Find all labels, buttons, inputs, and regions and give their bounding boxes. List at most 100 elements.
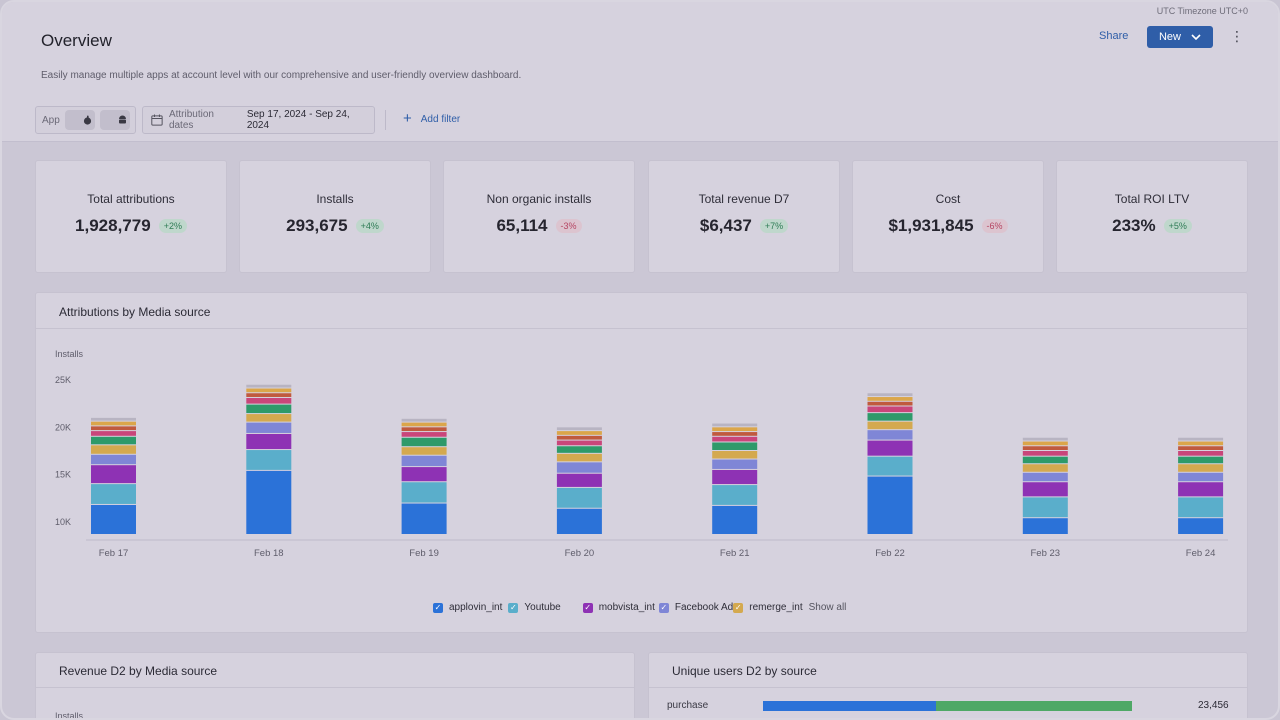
y-axis-title: Installs [55, 349, 84, 359]
revenue-panel: Revenue D2 by Media source Installs [35, 652, 635, 718]
bar-segment [1022, 437, 1068, 441]
bar-segment [867, 397, 913, 401]
bar-segment [712, 432, 758, 436]
legend-item-mobvista[interactable]: ✓ mobvista_int [582, 602, 655, 613]
bar-segment [712, 442, 758, 450]
bar-segment [401, 447, 447, 455]
kpi-card-cost[interactable]: Cost $1,931,845 -6% [852, 160, 1044, 273]
add-filter-label: Add filter [420, 113, 461, 125]
show-all-link[interactable]: Show all [808, 602, 847, 613]
kpi-card-installs[interactable]: Installs 293,675 +4% [239, 160, 431, 273]
bar-segment [867, 456, 913, 476]
legend-item-applovin[interactable]: ✓ applovin_int [433, 602, 502, 613]
bar-segment [1178, 518, 1224, 534]
bar-segment [867, 430, 913, 440]
legend-item-youtube[interactable]: ✓ Youtube [508, 602, 561, 613]
page-header: UTC Timezone UTC+0 Overview Easily manag… [2, 2, 1278, 142]
bar-segment [867, 413, 913, 421]
bar-segment [1022, 518, 1068, 534]
x-tick-label: Feb 21 [720, 548, 750, 559]
ios-app-chip[interactable] [64, 110, 95, 130]
bar-segment [1022, 472, 1068, 482]
bar-segment [867, 440, 913, 456]
bar-segment [1178, 482, 1224, 497]
bar-segment [246, 433, 292, 450]
bar-segment [401, 432, 447, 437]
y-tick-label: 15K [55, 470, 71, 480]
bar-segment [867, 406, 913, 413]
kpi-value: 65,114 [496, 216, 548, 235]
panel-title: Attributions by Media source [59, 305, 211, 319]
legend-label: applovin_int [449, 602, 503, 613]
bar-segment [246, 388, 292, 393]
bar-segment [1022, 456, 1068, 464]
bar-segment [246, 414, 292, 422]
bar-segment [1178, 472, 1224, 482]
bar-segment [1178, 451, 1224, 456]
bar-segment [91, 484, 136, 504]
legend-item-facebook[interactable]: ✓ Facebook Ad [658, 602, 734, 613]
kpi-card-total-attributions[interactable]: Total attributions 1,928,779 +2% [35, 160, 227, 273]
legend-label: Youtube [524, 602, 561, 613]
unique-users-bar-segment[interactable] [936, 701, 1132, 711]
x-tick-label: Feb 24 [1186, 548, 1216, 559]
unique-users-row-label: purchase [667, 700, 709, 711]
attribution-dates-filter[interactable]: Attribution dates Sep 17, 2024 - Sep 24,… [142, 106, 375, 134]
kpi-value: $1,931,845 [888, 216, 974, 235]
kpi-label: Total ROI LTV [1114, 192, 1190, 206]
kpi-card-total-roi-ltv[interactable]: Total ROI LTV 233% +5% [1056, 160, 1248, 273]
new-button[interactable]: New [1147, 26, 1213, 48]
panel-divider [36, 687, 634, 688]
page-subtitle: Easily manage multiple apps at account l… [41, 70, 522, 81]
date-range-value: Sep 17, 2024 - Sep 24, 2024 [246, 109, 350, 131]
add-filter-button[interactable]: + Add filter [403, 111, 461, 126]
bar-segment [556, 487, 602, 508]
checkbox-checked-icon: ✓ [508, 602, 519, 613]
bar-segment [556, 431, 602, 435]
more-options-icon[interactable]: ⋮ [1230, 28, 1244, 44]
kpi-change-badge: -6% [981, 219, 1008, 233]
bar-segment [401, 422, 447, 427]
bar-segment [246, 422, 292, 433]
bar-segment [401, 503, 447, 534]
x-tick-label: Feb 17 [99, 548, 129, 559]
bar-segment [556, 427, 602, 431]
bar-segment [246, 450, 292, 470]
timezone-label: UTC Timezone UTC+0 [1156, 6, 1248, 16]
bar-segment [401, 455, 447, 467]
kpi-card-non-organic-installs[interactable]: Non organic installs 65,114 -3% [443, 160, 635, 273]
checkbox-checked-icon: ✓ [433, 602, 443, 613]
panel-divider [649, 687, 1247, 688]
legend-item-remerge[interactable]: ✓ remerge_int [733, 602, 803, 613]
bar-segment [1022, 464, 1068, 472]
filter-divider [385, 110, 386, 130]
unique-users-row-value: 23,456 [1198, 700, 1229, 711]
bar-segment [1022, 482, 1068, 497]
unique-users-bar-segment[interactable] [763, 701, 936, 711]
kpi-label: Total revenue D7 [698, 192, 790, 206]
android-app-chip[interactable] [99, 110, 130, 130]
bar-segment [556, 473, 602, 487]
bar-segment [401, 482, 447, 503]
legend-label: mobvista_int [598, 602, 655, 613]
bar-segment [712, 505, 758, 534]
bar-segment [1022, 441, 1068, 446]
attribution-dates-label: Attribution dates [168, 109, 214, 131]
kpi-card-total-revenue-d7[interactable]: Total revenue D7 $6,437 +7% [648, 160, 840, 273]
share-button[interactable]: Share [1099, 30, 1129, 42]
bar-segment [91, 504, 136, 534]
chevron-down-icon [1191, 34, 1201, 40]
legend-label: Facebook Ad [674, 602, 734, 613]
bar-segment [401, 467, 447, 482]
bar-segment [556, 440, 602, 446]
bar-segment [91, 454, 136, 465]
bar-segment [867, 401, 913, 406]
x-tick-label: Feb 19 [409, 548, 439, 559]
bar-segment [1178, 437, 1224, 441]
bar-segment [712, 485, 758, 505]
kpi-change-badge: +7% [759, 219, 789, 233]
app-filter[interactable]: App [35, 106, 136, 134]
android-icon [118, 115, 126, 124]
bar-segment [556, 508, 602, 534]
